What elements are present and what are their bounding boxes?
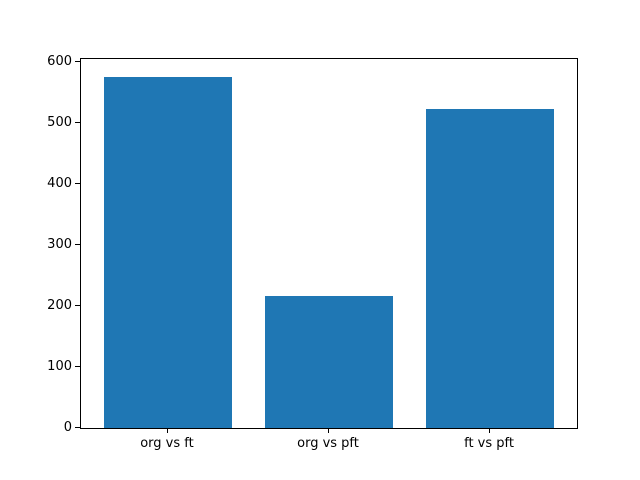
- y-tick-mark: [75, 244, 80, 246]
- y-tick-label: 0: [63, 420, 72, 435]
- x-tick-label: ft vs pft: [464, 436, 514, 451]
- y-tick-label: 600: [47, 54, 72, 70]
- y-tick-label: 500: [47, 115, 72, 131]
- y-tick-label: 400: [47, 176, 72, 192]
- y-tick-mark: [75, 305, 80, 307]
- bar-ft-vs-pft: [425, 109, 555, 428]
- x-tick-label: org vs pft: [297, 436, 359, 451]
- y-tick-mark: [75, 183, 80, 185]
- bar-org-vs-ft: [103, 76, 233, 428]
- y-tick-mark: [75, 61, 80, 63]
- y-tick-mark: [75, 366, 80, 367]
- y-tick-label: 100: [47, 359, 72, 374]
- y-tick-label: 200: [47, 298, 72, 314]
- x-tick-mark: [489, 428, 491, 433]
- y-tick-label: 300: [47, 237, 72, 253]
- plot-area: [80, 58, 578, 429]
- x-tick-mark: [328, 428, 329, 433]
- y-tick-mark: [75, 427, 80, 428]
- y-tick-mark: [75, 122, 80, 124]
- x-tick-label: org vs ft: [140, 436, 194, 451]
- x-tick-mark: [166, 428, 168, 433]
- bar-org-vs-pft: [264, 296, 394, 428]
